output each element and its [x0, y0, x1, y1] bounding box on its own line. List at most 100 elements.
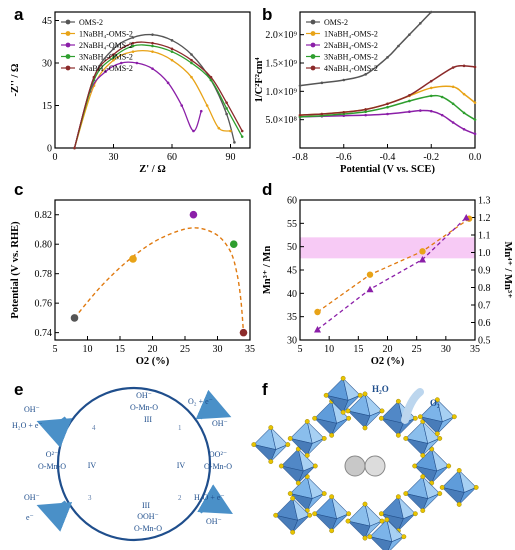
oxygen-atom	[395, 398, 401, 404]
b-data-point	[386, 112, 389, 116]
b-data-point	[429, 109, 433, 113]
b-legend-marker	[310, 65, 316, 71]
d-ytick-label: 40	[287, 289, 297, 300]
d-xtick-label: 15	[353, 344, 363, 355]
b-data-point	[440, 113, 444, 117]
b-xtick-label: -0.8	[292, 152, 308, 163]
a-data-point	[205, 104, 209, 107]
cycle-left-species: O²⁻	[46, 450, 58, 459]
c-xtick-label: 35	[245, 344, 255, 355]
label-h2o: H₂O	[372, 384, 389, 394]
octahedron-face	[292, 514, 310, 533]
d-left-data-point	[366, 271, 374, 278]
d-right-data-point	[419, 256, 426, 263]
octahedron-face	[306, 438, 325, 456]
oxygen-atom	[290, 529, 296, 535]
b-ylabel: 1/C²F²cm⁴	[254, 57, 265, 103]
d-xlabel: O2 (%)	[371, 356, 405, 367]
octahedron-face	[364, 410, 383, 429]
octahedron-face	[364, 520, 383, 539]
d-ytick-label: 60	[287, 196, 297, 207]
d-ytick-right-label: 0.6	[478, 318, 491, 329]
panel-label-a: a	[14, 5, 24, 24]
oxygen-atom	[329, 494, 335, 500]
b-data-point	[408, 110, 411, 114]
oxygen-atom	[340, 375, 346, 381]
d-ytick-label: 50	[287, 242, 297, 253]
octahedron-face	[306, 493, 325, 511]
arrow-2-out: OH⁻	[206, 517, 222, 526]
b-data-point	[462, 128, 466, 131]
b-data-point	[320, 81, 324, 85]
chart-panel-d: 5 10 15 20 25 30 35 30 35 40 45 50 55 60 O2 (%) Mn³⁺ / …	[262, 196, 513, 368]
panel-label-c: c	[14, 180, 23, 199]
a-legend-entry: 3NaBH₄-OMS-2	[79, 53, 133, 62]
b-data-point	[451, 121, 455, 124]
oxygen-atom	[434, 397, 440, 403]
arrow-3-out: e⁻	[26, 513, 34, 522]
b-legend-entry: 1NaBH₄-OMS-2	[324, 30, 378, 39]
oxygen-atom	[287, 436, 293, 441]
b-xtick-label: -0.2	[423, 152, 439, 163]
c-data-point	[229, 240, 238, 249]
b-legend-marker	[310, 31, 316, 36]
oxygen-atom	[403, 491, 409, 496]
octahedron-face	[398, 513, 416, 531]
oxygen-atom	[473, 485, 479, 490]
arrow-step-2	[197, 484, 233, 514]
a-data-point	[225, 112, 228, 116]
d-plot-frame	[299, 199, 476, 341]
oxygen-atom	[439, 485, 445, 490]
d-right-data-point	[314, 326, 321, 333]
b-legend-entry: 3NaBH₄-OMS-2	[324, 53, 378, 62]
a-data-point	[170, 58, 174, 62]
oxygen-atom	[437, 491, 443, 496]
b-data-point	[320, 112, 324, 116]
oxygen-atom	[251, 442, 257, 447]
b-data-point	[451, 66, 455, 69]
b-data-point	[429, 94, 433, 98]
a-data-point	[112, 53, 115, 56]
oxygen-atom	[395, 494, 401, 500]
b-ytick-label: 1.0×10⁹	[265, 87, 297, 98]
a-data-point	[112, 58, 115, 62]
oxygen-atom	[362, 501, 368, 507]
oxygen-atom	[362, 425, 368, 431]
b-data-point	[364, 108, 367, 111]
d-xtick-label: 5	[298, 344, 303, 355]
chart-panel-c: 5 10 15 20 25 30 35 0.74 0.76 0.78 0.80 0.82 O2 (%) P…	[10, 199, 255, 367]
c-xtick-label: 10	[83, 344, 93, 355]
d-ytick-label: 55	[287, 219, 297, 230]
a-ytick-label: 0	[47, 144, 52, 155]
panel-label-e: e	[14, 380, 23, 399]
b-xtick-label: -0.4	[380, 152, 396, 163]
oxygen-atom	[323, 392, 329, 398]
cycle-right-roman: IV	[177, 461, 186, 470]
a-data-point	[217, 126, 221, 130]
a-legend-marker	[65, 65, 71, 71]
oxygen-atom	[379, 518, 385, 524]
d-ytick-right-label: 1.1	[478, 231, 491, 242]
a-xtick-label: 30	[109, 152, 119, 163]
octahedron-face	[331, 418, 349, 436]
oxygen-atom	[412, 415, 418, 421]
octahedron-face	[431, 465, 449, 484]
a-data-point	[225, 107, 228, 110]
a-data-point	[190, 58, 193, 62]
c-xtick-label: 30	[213, 344, 223, 355]
a-series-line	[73, 41, 243, 149]
a-ytick-label: 30	[42, 59, 52, 70]
oxygen-atom	[378, 511, 384, 517]
b-data-point	[462, 92, 466, 96]
d-ytick-right-label: 0.7	[478, 301, 491, 312]
d-xtick-label: 10	[324, 344, 334, 355]
a-xtick-label: 0	[53, 152, 58, 163]
octahedron-face	[331, 513, 349, 531]
oxygen-atom	[290, 495, 296, 501]
c-ytick-label: 0.78	[35, 269, 53, 280]
a-data-point	[192, 129, 195, 133]
cycle-step-3: 3	[88, 494, 92, 502]
cycle-top-roman: III	[144, 415, 152, 424]
b-data-point	[462, 64, 466, 68]
a-data-point	[151, 44, 154, 48]
